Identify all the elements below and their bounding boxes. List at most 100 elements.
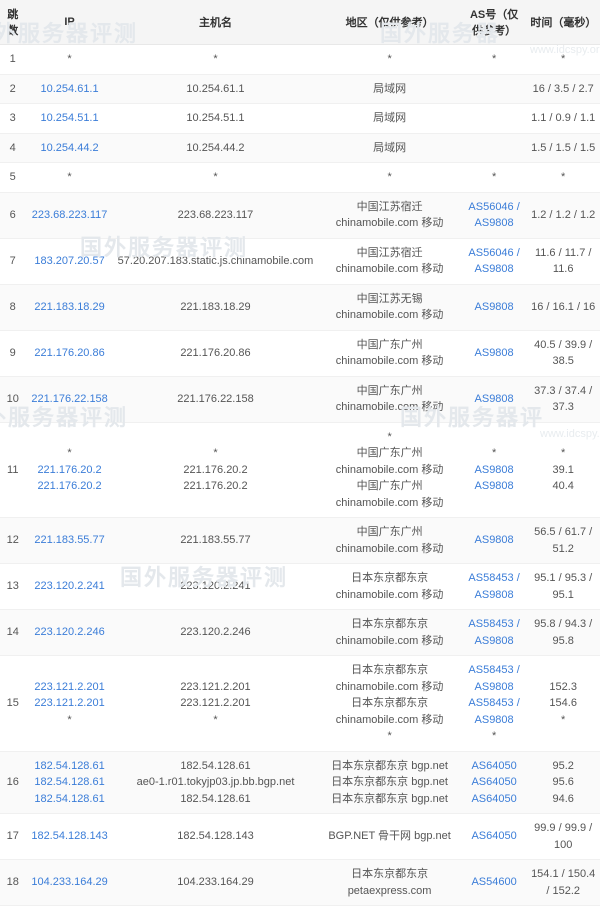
cell-ip[interactable]: 221.176.20.86 bbox=[25, 330, 113, 376]
cell-region: 局域网 bbox=[317, 133, 462, 163]
cell-as-line[interactable]: AS9808 bbox=[466, 532, 523, 549]
cell-as-line[interactable]: AS64050 bbox=[466, 758, 523, 775]
cell-ip[interactable]: 183.207.20.57 bbox=[25, 238, 113, 284]
cell-time-line: 95.8 / 94.3 / 95.8 bbox=[530, 616, 596, 649]
cell-as[interactable]: AS9808 bbox=[462, 330, 527, 376]
cell-hop: 10 bbox=[0, 376, 25, 422]
cell-as-line[interactable]: AS56046 / AS9808 bbox=[466, 245, 523, 278]
cell-as-line[interactable]: AS9808 bbox=[466, 299, 523, 316]
cell-ip-line[interactable]: 223.121.2.201 bbox=[29, 679, 109, 696]
cell-as-line[interactable]: AS64050 bbox=[466, 791, 523, 808]
table-row: 9221.176.20.86221.176.20.86中国广东广州 chinam… bbox=[0, 330, 600, 376]
cell-region: BGP.NET 骨干网 bgp.net bbox=[317, 814, 462, 860]
cell-host: 182.54.128.61ae0-1.r01.tokyjp03.jp.bb.bg… bbox=[114, 751, 318, 814]
cell-ip-line[interactable]: 221.176.20.2 bbox=[29, 462, 109, 479]
cell-ip-line[interactable]: 182.54.128.61 bbox=[29, 791, 109, 808]
cell-ip[interactable]: 10.254.44.2 bbox=[25, 133, 113, 163]
cell-as[interactable]: AS56046 / AS9808 bbox=[462, 238, 527, 284]
cell-as-line[interactable]: AS54600 bbox=[466, 874, 523, 891]
cell-as[interactable]: AS54600 bbox=[462, 860, 527, 906]
cell-as[interactable]: AS9808 bbox=[462, 284, 527, 330]
cell-ip-line[interactable]: 223.68.223.117 bbox=[29, 207, 109, 224]
cell-as-line[interactable]: AS56046 / AS9808 bbox=[466, 199, 523, 232]
cell-ip-line[interactable]: 182.54.128.61 bbox=[29, 774, 109, 791]
cell-ip[interactable]: *221.176.20.2221.176.20.2 bbox=[25, 422, 113, 518]
cell-as-line[interactable]: AS9808 bbox=[466, 462, 523, 479]
cell-time-line: 16 / 16.1 / 16 bbox=[530, 299, 596, 316]
cell-ip[interactable]: 221.183.55.77 bbox=[25, 518, 113, 564]
cell-host-line: 223.121.2.201 bbox=[118, 695, 314, 712]
cell-host: 10.254.61.1 bbox=[114, 74, 318, 104]
cell-ip[interactable]: 182.54.128.143 bbox=[25, 814, 113, 860]
cell-host: 223.120.2.246 bbox=[114, 610, 318, 656]
cell-ip[interactable]: 223.68.223.117 bbox=[25, 192, 113, 238]
cell-ip[interactable]: 221.183.18.29 bbox=[25, 284, 113, 330]
cell-ip-line[interactable]: 182.54.128.61 bbox=[29, 758, 109, 775]
col-header-hop: 跳数 bbox=[0, 0, 25, 45]
cell-ip[interactable]: 182.54.128.61182.54.128.61182.54.128.61 bbox=[25, 751, 113, 814]
cell-time-line: 152.3 bbox=[530, 679, 596, 696]
cell-ip[interactable]: 221.176.22.158 bbox=[25, 376, 113, 422]
cell-ip-line[interactable]: 182.54.128.143 bbox=[29, 828, 109, 845]
cell-ip-line[interactable]: 223.120.2.246 bbox=[29, 624, 109, 641]
cell-ip-line[interactable]: 10.254.61.1 bbox=[29, 81, 109, 98]
cell-as[interactable]: *AS9808AS9808 bbox=[462, 422, 527, 518]
cell-ip-line[interactable]: 223.121.2.201 bbox=[29, 695, 109, 712]
cell-region: 日本东京都东京 chinamobile.com 移动日本东京都东京 chinam… bbox=[317, 656, 462, 752]
cell-time-line: 40.5 / 39.9 / 38.5 bbox=[530, 337, 596, 370]
cell-hop: 5 bbox=[0, 163, 25, 193]
cell-host: * bbox=[114, 163, 318, 193]
cell-ip[interactable]: 104.233.164.29 bbox=[25, 860, 113, 906]
cell-as[interactable]: AS58453 / AS9808 bbox=[462, 610, 527, 656]
cell-as-line[interactable]: AS9808 bbox=[466, 478, 523, 495]
cell-region-line: * bbox=[321, 728, 458, 745]
cell-time: 95.295.694.6 bbox=[526, 751, 600, 814]
cell-ip-line[interactable]: 221.176.20.2 bbox=[29, 478, 109, 495]
cell-region-line: 局域网 bbox=[321, 81, 458, 98]
cell-ip-line[interactable]: 221.176.22.158 bbox=[29, 391, 109, 408]
cell-time: 37.3 / 37.4 / 37.3 bbox=[526, 376, 600, 422]
cell-as-line[interactable]: AS64050 bbox=[466, 774, 523, 791]
cell-region-line: 日本东京都东京 bgp.net bbox=[321, 791, 458, 808]
cell-ip-line[interactable]: 183.207.20.57 bbox=[29, 253, 109, 270]
cell-as-line[interactable]: AS64050 bbox=[466, 828, 523, 845]
cell-ip-line[interactable]: 221.183.18.29 bbox=[29, 299, 109, 316]
cell-as-line[interactable]: AS58453 / AS9808 bbox=[466, 616, 523, 649]
cell-ip[interactable]: 10.254.51.1 bbox=[25, 104, 113, 134]
cell-ip: * bbox=[25, 45, 113, 75]
cell-as-line[interactable]: AS9808 bbox=[466, 391, 523, 408]
cell-ip[interactable]: 223.120.2.246 bbox=[25, 610, 113, 656]
cell-as[interactable]: AS56046 / AS9808 bbox=[462, 192, 527, 238]
cell-time: * bbox=[526, 163, 600, 193]
cell-ip[interactable]: 223.121.2.201223.121.2.201* bbox=[25, 656, 113, 752]
cell-host-line: 10.254.61.1 bbox=[118, 81, 314, 98]
cell-as[interactable]: AS9808 bbox=[462, 518, 527, 564]
cell-region: 局域网 bbox=[317, 74, 462, 104]
cell-region-line: 中国广东广州 chinamobile.com 移动 bbox=[321, 524, 458, 557]
cell-host-line: 221.176.22.158 bbox=[118, 391, 314, 408]
cell-as-line[interactable]: AS58453 / AS9808 bbox=[466, 662, 523, 695]
cell-time: 95.8 / 94.3 / 95.8 bbox=[526, 610, 600, 656]
cell-ip-line[interactable]: 104.233.164.29 bbox=[29, 874, 109, 891]
cell-ip-line[interactable]: 10.254.51.1 bbox=[29, 110, 109, 127]
cell-hop: 18 bbox=[0, 860, 25, 906]
cell-as[interactable]: AS58453 / AS9808AS58453 / AS9808* bbox=[462, 656, 527, 752]
cell-as-line[interactable]: AS58453 / AS9808 bbox=[466, 695, 523, 728]
cell-ip[interactable]: 10.254.61.1 bbox=[25, 74, 113, 104]
cell-host-line: 182.54.128.61 bbox=[118, 791, 314, 808]
cell-region-line: 局域网 bbox=[321, 140, 458, 157]
cell-time: 16 / 16.1 / 16 bbox=[526, 284, 600, 330]
cell-ip-line[interactable]: 10.254.44.2 bbox=[29, 140, 109, 157]
cell-as: * bbox=[462, 45, 527, 75]
cell-as[interactable]: AS64050AS64050AS64050 bbox=[462, 751, 527, 814]
cell-region: *中国广东广州 chinamobile.com 移动中国广东广州 chinamo… bbox=[317, 422, 462, 518]
cell-as[interactable]: AS64050 bbox=[462, 814, 527, 860]
traceroute-table: 跳数 IP 主机名 地区（仅供参考） AS号（仅供参考） 时间（毫秒） 1***… bbox=[0, 0, 600, 906]
cell-ip-line[interactable]: 221.176.20.86 bbox=[29, 345, 109, 362]
cell-as-line[interactable]: AS9808 bbox=[466, 345, 523, 362]
table-row: 16182.54.128.61182.54.128.61182.54.128.6… bbox=[0, 751, 600, 814]
cell-host-line: ae0-1.r01.tokyjp03.jp.bb.bgp.net bbox=[118, 774, 314, 791]
cell-as[interactable]: AS9808 bbox=[462, 376, 527, 422]
cell-ip-line[interactable]: 221.183.55.77 bbox=[29, 532, 109, 549]
cell-time-line: 56.5 / 61.7 / 51.2 bbox=[530, 524, 596, 557]
